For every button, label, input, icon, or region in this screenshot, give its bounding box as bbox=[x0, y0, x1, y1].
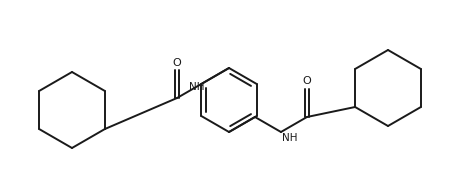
Text: NH: NH bbox=[282, 133, 297, 143]
Text: O: O bbox=[303, 76, 311, 87]
Text: NH: NH bbox=[189, 82, 205, 92]
Text: O: O bbox=[173, 57, 181, 68]
